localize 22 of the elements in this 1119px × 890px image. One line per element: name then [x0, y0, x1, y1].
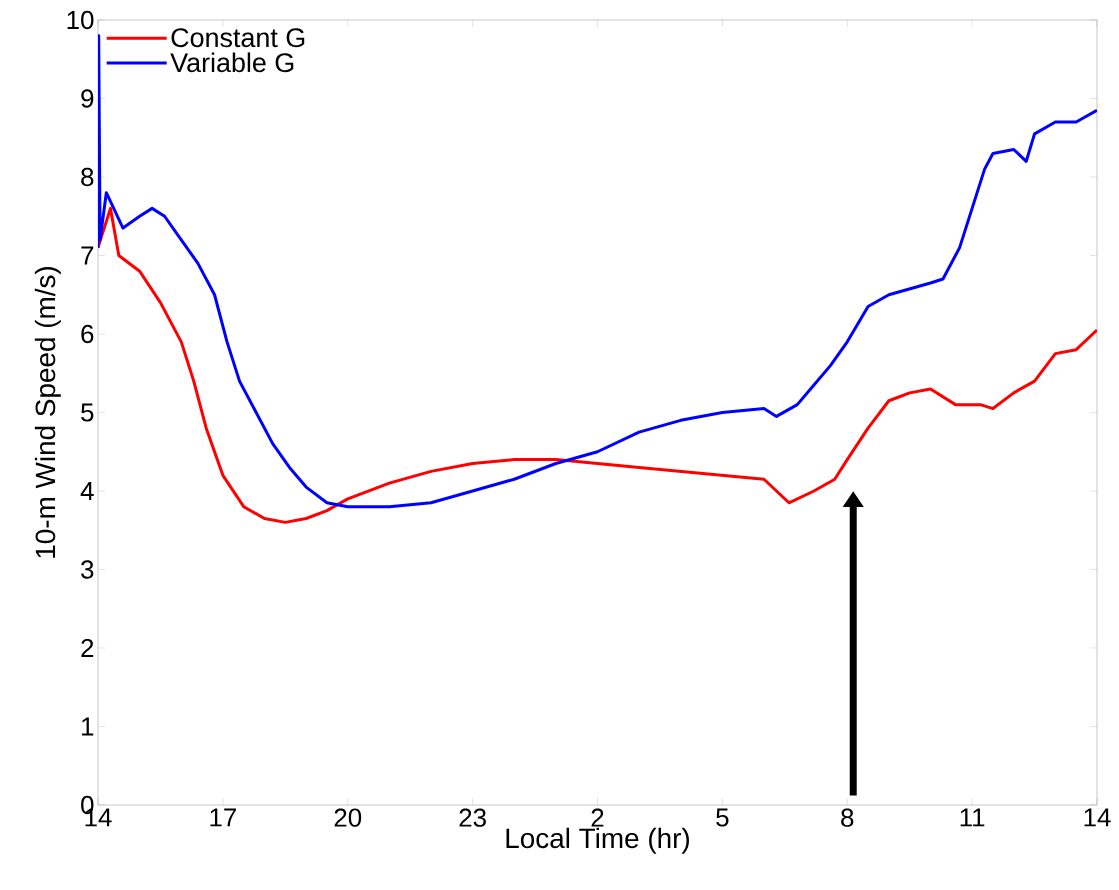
y-tick-label: 2 [81, 638, 94, 658]
x-tick-label: 23 [459, 808, 486, 827]
x-tick-label: 2 [591, 808, 604, 827]
legend-label: Variable G [170, 52, 294, 73]
y-tick-label: 6 [81, 324, 94, 344]
y-tick-label: 3 [81, 560, 94, 579]
y-tick-label: 9 [81, 89, 94, 108]
y-tick-label: 4 [80, 482, 94, 500]
x-tick-label: 14 [1084, 808, 1111, 827]
x-tick-label: 5 [716, 808, 729, 827]
x-tick-label: 8 [841, 808, 854, 827]
x-tick-label: 17 [210, 808, 236, 827]
y-tick-label: 10 [67, 10, 94, 30]
y-axis-title: 10-m Wind Speed (m/s) [34, 267, 61, 558]
y-tick-label: 7 [81, 246, 94, 265]
y-tick-label: 8 [81, 167, 94, 187]
legend-label: Constant G [171, 28, 305, 48]
x-tick-label: 11 [960, 808, 985, 827]
x-tick-label: 20 [334, 808, 362, 827]
y-tick-label: 1 [82, 717, 94, 736]
x-axis-title: Local Time (hr) [506, 827, 689, 854]
y-tick-label: 5 [81, 403, 94, 422]
